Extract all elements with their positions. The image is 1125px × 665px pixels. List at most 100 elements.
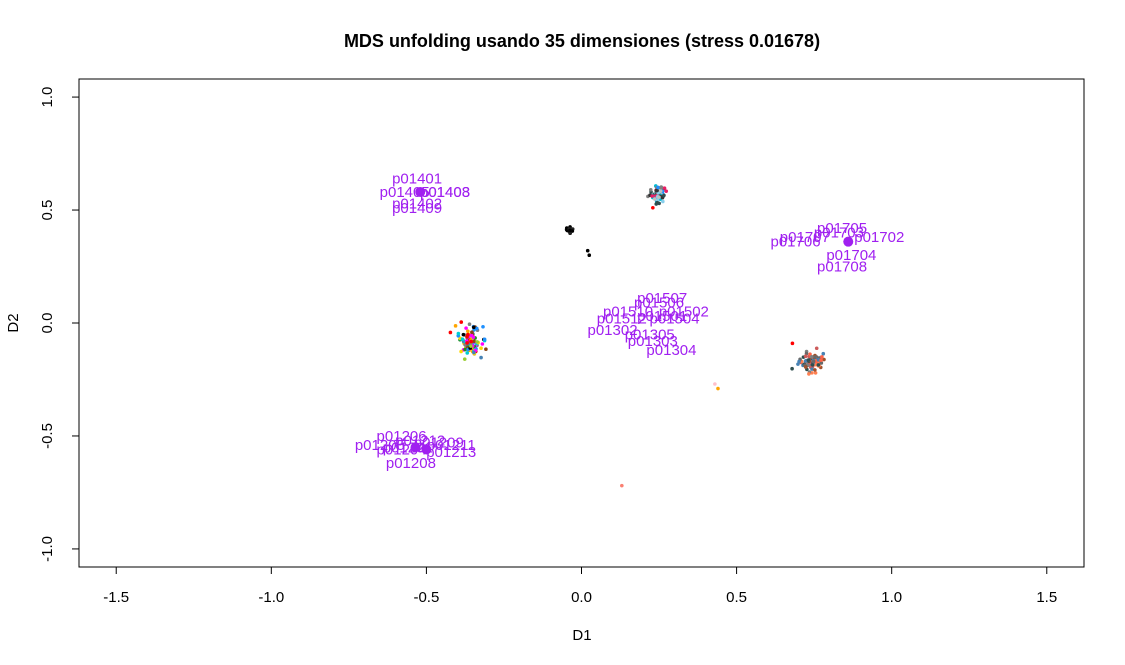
- point-label: p01708: [817, 259, 867, 276]
- point-label: p01304: [646, 342, 696, 359]
- data-point: [480, 342, 485, 346]
- data-point: [803, 354, 808, 359]
- point-label: p01510: [603, 304, 653, 321]
- x-axis-label: D1: [572, 627, 591, 644]
- data-point: [808, 352, 812, 356]
- data-point: [816, 363, 821, 367]
- data-point: [813, 368, 817, 372]
- x-tick-label: 1.5: [1036, 589, 1057, 606]
- data-point: [821, 351, 826, 356]
- data-point: [790, 366, 794, 371]
- x-tick-label: 0.5: [726, 589, 747, 606]
- data-point: [657, 201, 661, 206]
- data-point: [811, 359, 816, 364]
- data-point: [650, 194, 654, 198]
- point-label: p01213: [426, 444, 476, 461]
- data-point: [657, 195, 661, 199]
- data-point: [790, 341, 795, 346]
- data-point: [463, 347, 467, 352]
- y-tick-label: 1.0: [39, 87, 56, 108]
- point-label: p01707: [780, 229, 830, 246]
- data-point: [479, 346, 483, 351]
- y-axis: -1.0 -0.5 0.0 0.5 1.0: [39, 87, 80, 562]
- data-point: [585, 248, 590, 253]
- point-label: p01501: [637, 308, 687, 325]
- point-label: p01409: [392, 200, 442, 217]
- data-point: [472, 350, 476, 355]
- point-label: p01506: [634, 295, 684, 312]
- point-label: p01705: [817, 220, 867, 237]
- point-label: p01208: [386, 455, 436, 472]
- point-label: p01402: [392, 195, 442, 212]
- point-label: p01512: [597, 310, 647, 327]
- data-point: [820, 355, 824, 359]
- point-label: p01507: [637, 290, 687, 307]
- data-point: [475, 340, 479, 344]
- data-point: [810, 355, 814, 359]
- x-tick-label: -1.0: [258, 589, 284, 606]
- points-layer: [410, 184, 854, 488]
- data-point: [470, 330, 474, 335]
- data-point: [453, 324, 458, 328]
- point-label: p01302: [587, 322, 637, 339]
- point-label: p01502: [659, 304, 709, 321]
- data-point: [656, 185, 660, 190]
- data-point: [661, 199, 665, 204]
- labeled-point: [421, 444, 432, 455]
- data-point: [469, 344, 473, 348]
- data-point: [664, 189, 669, 193]
- data-point: [448, 330, 453, 335]
- point-label: p01201: [383, 439, 433, 456]
- data-point: [662, 193, 666, 198]
- plot-frame: [78, 78, 1085, 568]
- point-label: p01504: [650, 310, 700, 327]
- data-point: [716, 386, 720, 391]
- data-point: [482, 337, 487, 342]
- data-point: [459, 349, 463, 354]
- data-point: [652, 197, 657, 201]
- data-point: [651, 205, 655, 210]
- point-label: p01401: [392, 170, 442, 187]
- x-tick-label: -1.5: [103, 589, 129, 606]
- point-label: p01204: [377, 442, 427, 459]
- y-axis-label: D2: [5, 313, 22, 332]
- data-point: [460, 337, 465, 341]
- labeled-point: [843, 236, 854, 247]
- data-point: [462, 357, 467, 361]
- data-point: [620, 483, 624, 488]
- x-tick-label: 1.0: [881, 589, 902, 606]
- data-point: [803, 359, 808, 363]
- point-label: p01205: [355, 437, 405, 454]
- point-label: p01408: [420, 184, 470, 201]
- y-tick-label: 0.5: [39, 200, 56, 221]
- point-label: p01305: [625, 326, 675, 343]
- data-point: [819, 358, 823, 363]
- x-axis: -1.5 -1.0 -0.5 0.0 0.5 1.0 1.5: [103, 566, 1057, 606]
- data-point: [813, 371, 818, 375]
- data-point: [806, 358, 811, 362]
- point-label: p01303: [628, 333, 678, 350]
- data-point: [474, 326, 479, 331]
- data-point: [810, 367, 814, 371]
- data-point: [479, 355, 483, 360]
- data-point: [654, 188, 659, 193]
- data-point: [713, 382, 717, 386]
- point-label: p01211: [427, 437, 476, 454]
- y-tick-label: -0.5: [39, 423, 56, 449]
- data-point: [568, 228, 572, 233]
- data-point: [797, 359, 801, 364]
- data-point: [465, 351, 470, 355]
- point-label: p01702: [854, 229, 904, 246]
- data-point: [484, 347, 488, 352]
- data-point: [568, 231, 572, 235]
- data-point: [648, 187, 653, 192]
- data-point: [464, 326, 468, 330]
- data-point: [822, 357, 826, 362]
- x-tick-label: 0.0: [571, 589, 592, 606]
- data-point: [465, 341, 469, 345]
- data-point: [810, 363, 815, 367]
- data-point: [467, 322, 472, 327]
- point-label: p01706: [770, 234, 820, 251]
- y-tick-label: 0.0: [39, 313, 56, 334]
